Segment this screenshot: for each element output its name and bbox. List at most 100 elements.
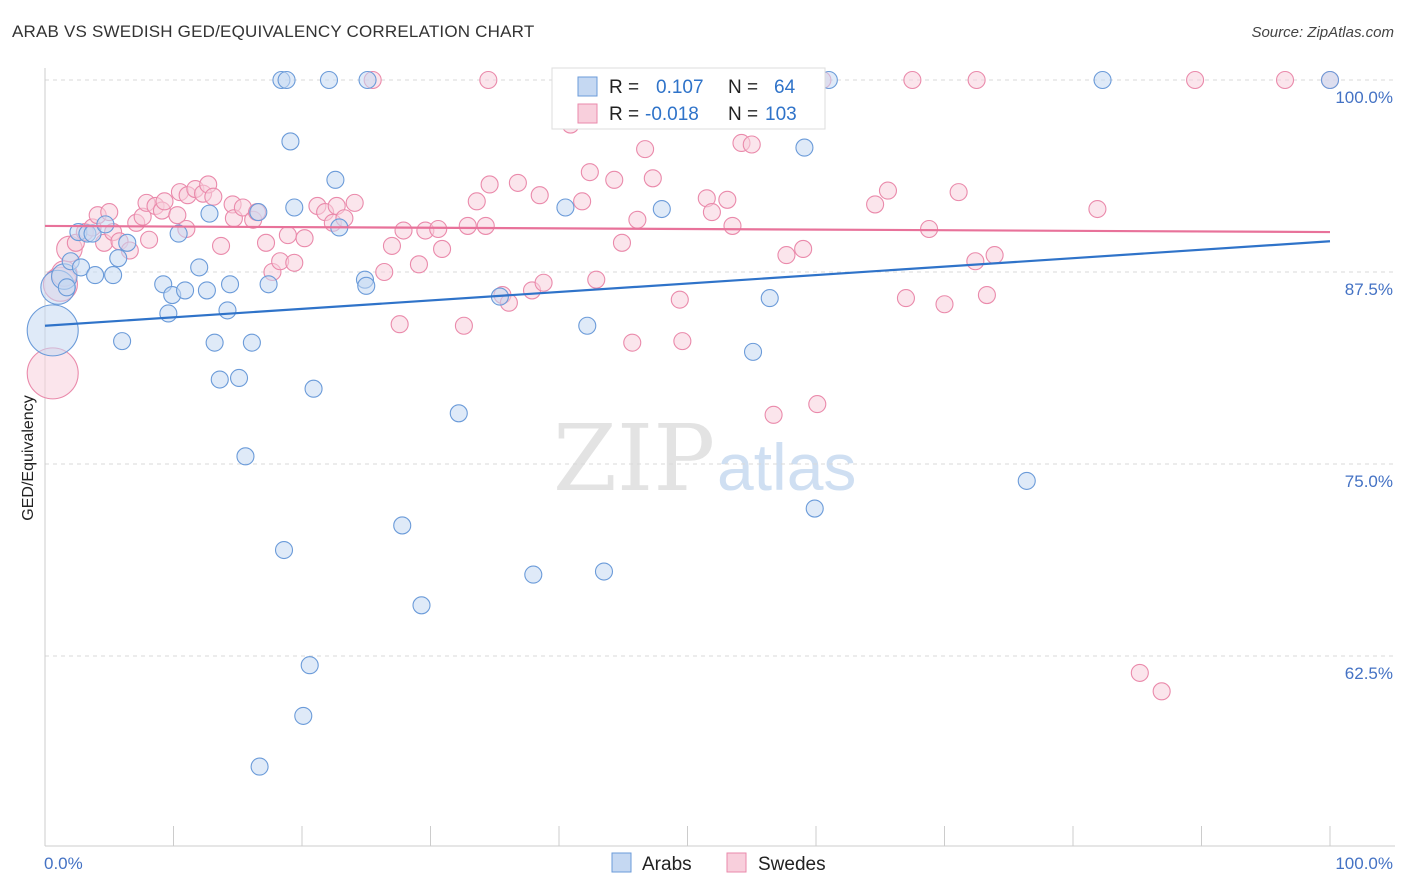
arabs-point bbox=[96, 215, 115, 234]
swedes-point bbox=[573, 192, 592, 211]
arabs-point bbox=[197, 281, 216, 300]
swedes-point bbox=[670, 290, 689, 309]
swedes-point bbox=[429, 219, 448, 239]
arabs-point bbox=[1093, 70, 1112, 90]
legend-bottom-label-swedes: Swedes bbox=[758, 854, 826, 875]
swedes-point bbox=[1275, 70, 1295, 90]
arabs-point bbox=[294, 706, 313, 725]
arabs-point bbox=[805, 499, 824, 518]
arabs-point bbox=[277, 70, 296, 90]
arabs-point bbox=[412, 596, 431, 615]
swedes-point bbox=[433, 239, 452, 259]
swedes-point bbox=[587, 270, 606, 289]
y-tick-label: 62.5% bbox=[1345, 664, 1393, 683]
swedes-point bbox=[1186, 70, 1205, 90]
swedes-point bbox=[140, 230, 159, 249]
arabs-point bbox=[259, 275, 278, 294]
swedes-point bbox=[935, 295, 954, 314]
arabs-point bbox=[176, 281, 195, 300]
source-label: Source: ZipAtlas.com bbox=[1251, 24, 1394, 41]
arabs-point bbox=[393, 516, 412, 535]
arabs-point bbox=[71, 258, 91, 277]
watermark-zip: ZIP bbox=[553, 405, 715, 512]
swedes-point bbox=[742, 135, 761, 154]
swedes-point bbox=[612, 233, 632, 252]
swedes-point bbox=[794, 239, 813, 259]
arabs-point bbox=[205, 333, 224, 352]
swedes-point bbox=[643, 169, 662, 188]
arabs-point bbox=[159, 304, 178, 323]
arabs-point bbox=[250, 757, 269, 776]
arabs-point bbox=[229, 368, 249, 388]
swedes-point bbox=[896, 289, 916, 308]
swedes-point bbox=[480, 175, 499, 194]
y-tick-label: 100.0% bbox=[1335, 88, 1393, 107]
legend-bottom-label-arabs: Arabs bbox=[642, 854, 692, 875]
arabs-point bbox=[449, 404, 468, 423]
arabs-point bbox=[86, 266, 105, 285]
stats-legend: R = 0.107 N = 64 R = -0.018 N = 103 bbox=[551, 67, 826, 130]
swedes-trendline bbox=[44, 224, 1331, 234]
arabs-point bbox=[281, 132, 300, 151]
swedes-point bbox=[977, 285, 996, 305]
legend-swatch-swedes bbox=[577, 103, 598, 124]
swedes-point bbox=[285, 253, 304, 272]
arabs-point bbox=[304, 379, 323, 398]
watermark-atlas: atlas bbox=[717, 430, 856, 504]
legend-n-label-swedes: N = bbox=[728, 104, 758, 125]
arabs-point bbox=[760, 289, 779, 308]
swedes-point bbox=[375, 262, 394, 282]
swedes-point bbox=[204, 187, 223, 206]
arabs-point bbox=[1017, 471, 1036, 490]
y-axis-title: GED/Equivalency bbox=[20, 395, 37, 520]
legend-r-label-swedes: R = bbox=[609, 104, 639, 125]
arabs-point bbox=[104, 266, 123, 285]
arabs-point bbox=[210, 370, 229, 389]
x-tick-labels: 0.0% 100.0% bbox=[44, 854, 1393, 873]
x-tick-label: 0.0% bbox=[44, 854, 83, 873]
y-tick-label: 87.5% bbox=[1345, 280, 1393, 299]
swedes-point bbox=[764, 405, 783, 424]
arabs-point bbox=[242, 333, 261, 352]
arabs-point bbox=[26, 304, 79, 357]
arabs-point bbox=[652, 199, 671, 219]
swedes-point bbox=[256, 233, 276, 252]
swedes-point bbox=[155, 192, 174, 211]
swedes-point bbox=[390, 315, 409, 334]
swedes-point bbox=[967, 70, 986, 90]
arabs-point bbox=[556, 198, 575, 217]
arabs-point bbox=[795, 138, 814, 157]
arabs-point bbox=[319, 70, 339, 90]
swedes-point bbox=[278, 226, 297, 245]
swedes-point bbox=[605, 170, 624, 189]
swedes-point bbox=[808, 395, 827, 414]
legend-n-value-arabs: 64 bbox=[774, 77, 796, 98]
swedes-point bbox=[382, 236, 402, 255]
swedes-point bbox=[454, 316, 473, 335]
arabs-point bbox=[109, 249, 128, 268]
swedes-point bbox=[903, 70, 922, 90]
legend-bottom-swatch-arabs bbox=[611, 852, 632, 873]
arabs-point bbox=[578, 316, 597, 335]
swedes-point bbox=[409, 255, 428, 274]
legend-r-value-arabs: 0.107 bbox=[656, 77, 704, 98]
arabs-point bbox=[285, 198, 304, 217]
swedes-point bbox=[985, 246, 1004, 265]
swedes-point bbox=[530, 186, 549, 205]
arabs-point bbox=[326, 170, 345, 189]
swedes-point bbox=[394, 221, 413, 240]
arabs-point bbox=[200, 204, 219, 223]
swedes-point bbox=[702, 203, 721, 222]
swedes-point bbox=[866, 195, 885, 214]
swedes-point bbox=[777, 246, 796, 265]
arabs-point bbox=[169, 224, 188, 243]
arabs-point bbox=[357, 276, 376, 295]
y-tick-label: 75.0% bbox=[1345, 472, 1393, 491]
arabs-point bbox=[118, 233, 137, 252]
swedes-point bbox=[636, 140, 655, 159]
swedes-point bbox=[878, 181, 898, 200]
swedes-point bbox=[467, 192, 486, 211]
legend-r-label-arabs: R = bbox=[609, 77, 639, 98]
swedes-point bbox=[458, 216, 477, 235]
